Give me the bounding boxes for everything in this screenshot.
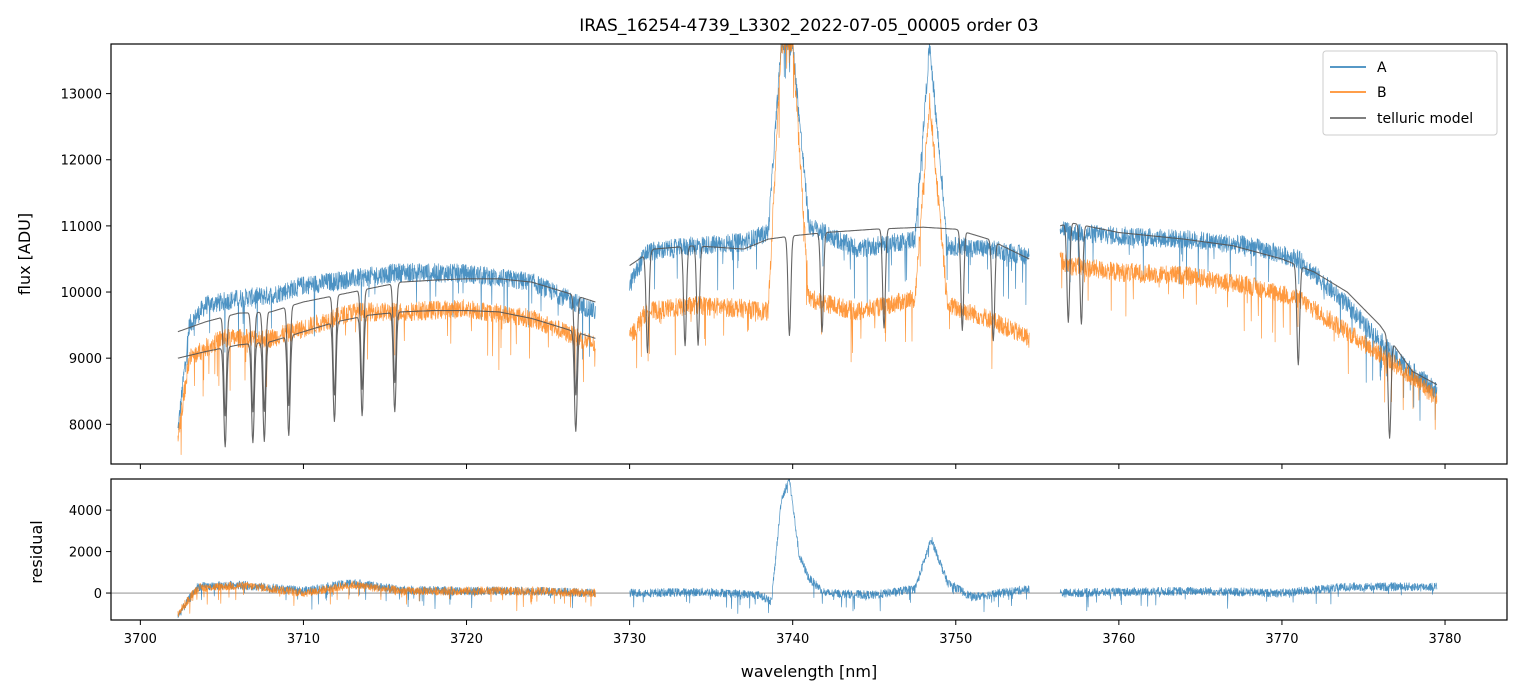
- x-tick-label: 3740: [776, 632, 809, 647]
- residual-y-axis-label: residual: [27, 520, 46, 583]
- residual-plot-frame: [110, 478, 1508, 621]
- x-axis-label: wavelength [nm]: [741, 662, 878, 681]
- x-tick-label: 3710: [287, 632, 320, 647]
- x-tick-label: 3760: [1102, 632, 1135, 647]
- main-series-telluric-model: [1059, 222, 1438, 439]
- chart-title: IRAS_16254-4739_L3302_2022-07-05_00005 o…: [579, 16, 1038, 36]
- residual-y-tick-label: 4000: [69, 504, 102, 519]
- legend: A B telluric model: [1322, 50, 1498, 136]
- x-tick-label: 3700: [124, 632, 157, 647]
- main-y-tick-label: 8000: [69, 418, 102, 433]
- residual-y-tick-label: 2000: [69, 546, 102, 561]
- residual-y-tick-label: 0: [94, 587, 102, 602]
- main-series-telluric-model: [177, 310, 596, 448]
- main-series-b: [1059, 251, 1438, 430]
- main-series-telluric-model: [177, 278, 596, 417]
- main-y-tick-label: 9000: [69, 352, 102, 367]
- legend-label-telluric: telluric model: [1377, 111, 1473, 127]
- main-y-tick-label: 10000: [61, 286, 102, 301]
- main-series-a: [177, 262, 596, 430]
- main-y-tick-label: 12000: [61, 154, 102, 169]
- legend-label-b: B: [1377, 85, 1387, 101]
- x-tick-label: 3780: [1428, 632, 1461, 647]
- main-series-b: [177, 299, 596, 455]
- residual-plot: 0 2000 4000 3700 3710 3720 3730 3740 3750 3760 37…: [27, 478, 1508, 681]
- main-plot-frame: [110, 43, 1508, 465]
- main-y-tick-label: 13000: [61, 88, 102, 103]
- x-tick-label: 3720: [450, 632, 483, 647]
- x-tick-label: 3770: [1265, 632, 1298, 647]
- main-y-tick-label: 11000: [61, 220, 102, 235]
- residual-series-a: [1059, 582, 1438, 612]
- legend-label-a: A: [1377, 60, 1387, 76]
- residual-series-b: [177, 580, 596, 617]
- x-tick-label: 3750: [939, 632, 972, 647]
- main-series-a: [629, 44, 1030, 306]
- y-axis-label: flux [ADU]: [15, 213, 34, 295]
- residual-series-a: [629, 479, 1030, 614]
- x-tick-label: 3730: [613, 632, 646, 647]
- main-series-telluric-model: [629, 226, 1030, 354]
